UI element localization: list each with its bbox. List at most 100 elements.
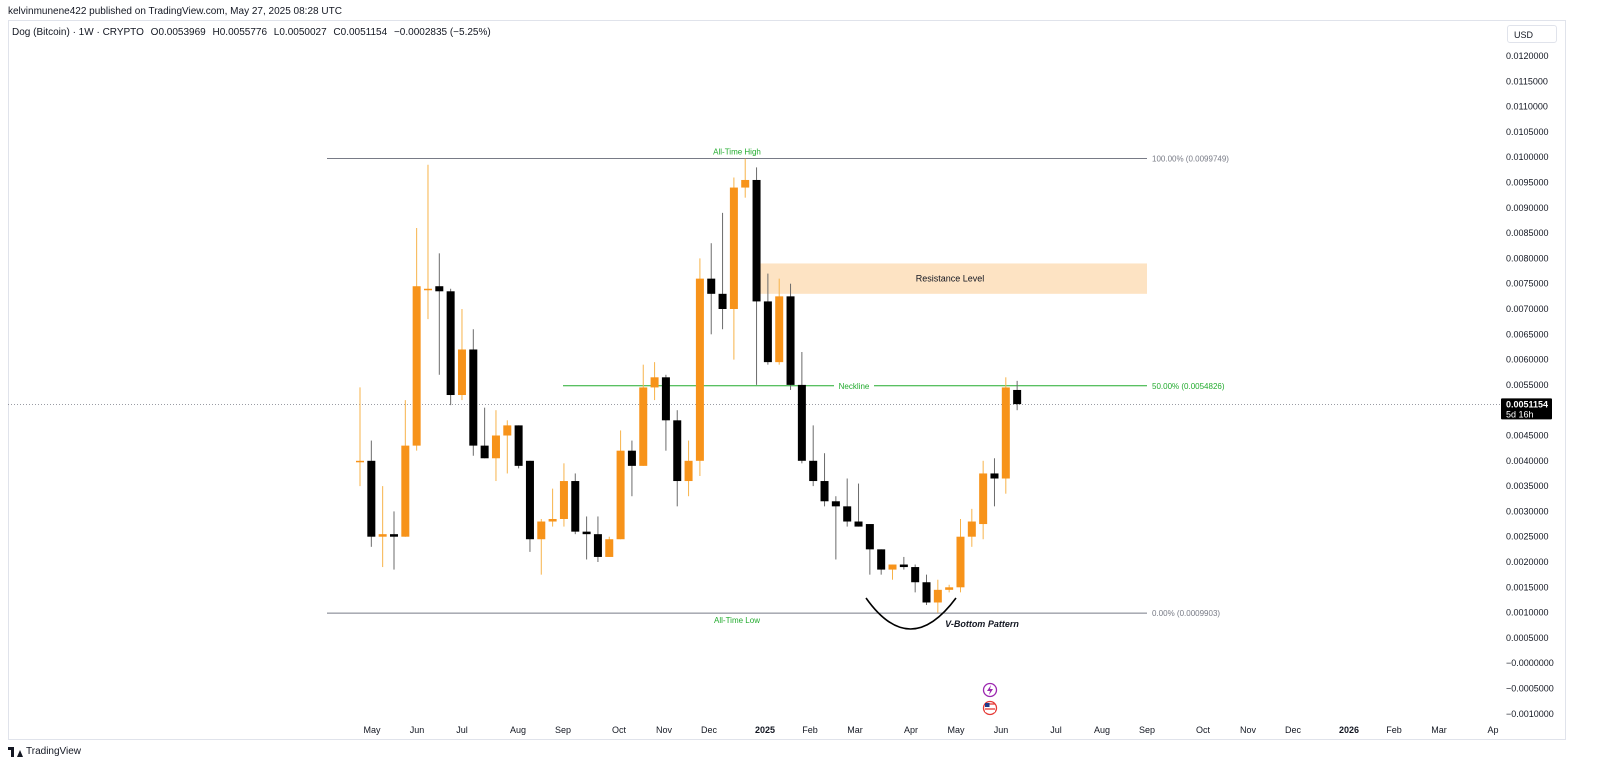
candle[interactable] [650,362,659,401]
candle[interactable] [525,460,534,552]
x-tick-label: 2025 [755,725,775,735]
candle[interactable] [1001,377,1010,494]
candle-body [922,582,931,603]
candle[interactable] [752,167,761,385]
candle[interactable] [537,518,546,575]
candle[interactable] [865,524,874,575]
candle[interactable] [356,387,364,487]
candle[interactable] [639,364,648,466]
candle[interactable] [911,564,920,593]
candle[interactable] [412,228,421,451]
candle-body [831,501,840,507]
candle[interactable] [820,453,829,507]
symbol-name[interactable]: Dog (Bitcoin) · 1W · CRYPTO [12,27,144,38]
candle[interactable] [729,177,738,360]
candle[interactable] [435,253,444,375]
symbol-legend: Dog (Bitcoin) · 1W · CRYPTO O0.0053969 H… [12,27,495,38]
candle[interactable] [480,407,489,459]
ohlc-close: C0.0051154 [333,27,388,38]
candle-body [548,518,557,522]
x-tick-label: Ap [1487,725,1498,735]
candle[interactable] [786,283,795,390]
candle-body [933,589,942,603]
candle[interactable] [571,473,580,535]
candle[interactable] [945,584,954,593]
candle-body [457,349,466,396]
candle[interactable] [899,556,908,570]
candle-body [401,445,410,537]
candle[interactable] [423,164,432,320]
candle-body [741,179,750,188]
y-tick-label: 0.0100000 [1506,152,1549,162]
candle-body [661,377,670,421]
x-tick-label: Apr [904,725,918,735]
us-flag-event-icon[interactable] [982,700,998,716]
candle[interactable] [1013,380,1022,411]
candle[interactable] [446,288,455,406]
candle[interactable] [401,400,410,537]
candle[interactable] [763,273,772,365]
candle[interactable] [979,460,988,540]
candle[interactable] [627,440,636,497]
flag-canton [985,703,990,707]
candle-body [389,534,398,537]
candle[interactable] [933,579,942,613]
candle[interactable] [559,463,568,527]
y-tick-label: −0.0010000 [1506,709,1554,719]
candle[interactable] [582,516,591,560]
y-tick-label: 0.0010000 [1506,608,1549,618]
ath-fib-label: 100.00% (0.0099749) [1152,154,1229,163]
candle[interactable] [741,158,750,198]
candle[interactable] [888,564,897,580]
current-price-tag-bg [1501,398,1552,420]
candle[interactable] [967,508,976,547]
candle[interactable] [378,486,387,568]
candle[interactable] [605,536,614,557]
candle[interactable] [831,496,840,560]
candle[interactable] [469,329,478,456]
candle[interactable] [389,511,398,570]
candle[interactable] [684,440,693,497]
candle[interactable] [514,425,523,469]
candle-body [854,521,863,527]
v-bottom-arc[interactable] [865,597,957,630]
candle[interactable] [990,458,999,507]
ohlc-high: H0.0055776 [212,27,268,38]
x-tick-label: Jul [456,725,468,735]
candle[interactable] [809,425,818,487]
candle[interactable] [775,278,784,365]
candle[interactable] [673,410,682,507]
candle[interactable] [548,488,557,527]
candle[interactable] [457,309,466,401]
candle[interactable] [491,410,500,482]
candle[interactable] [503,420,512,474]
candle-body [763,301,772,363]
candle[interactable] [707,243,716,335]
candle[interactable] [695,258,704,476]
candle[interactable] [616,430,625,540]
candle-body [469,349,478,446]
candle[interactable] [922,574,931,606]
candle[interactable] [367,440,376,547]
y-tick-label: 0.0110000 [1506,102,1548,112]
candle[interactable] [797,352,806,464]
candle[interactable] [661,374,670,451]
candle-body [571,481,580,532]
y-tick-label: 0.0020000 [1506,557,1549,567]
x-tick-label: Sep [555,725,571,735]
candle[interactable] [956,518,965,593]
candle[interactable] [843,478,852,527]
resistance-zone[interactable] [754,263,1147,294]
currency-button[interactable]: USD [1507,25,1557,43]
y-tick-label: 0.0065000 [1506,329,1549,339]
lightning-event-icon[interactable] [982,682,998,698]
y-tick-label: 0.0005000 [1506,633,1549,643]
candle[interactable] [854,483,863,527]
tradingview-brand[interactable]: TradingView [26,746,82,757]
candle[interactable] [593,516,602,562]
candle[interactable] [877,549,886,575]
tradingview-footer: TradingView [8,746,81,757]
candle[interactable] [718,212,727,330]
atl-fib-label: 0.00% (0.0009903) [1152,609,1220,618]
